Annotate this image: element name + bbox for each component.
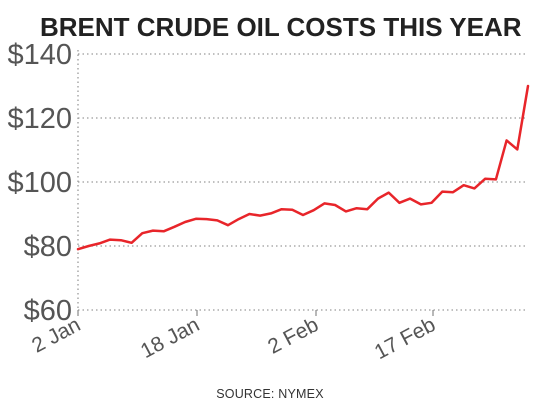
x-tick-label: 17 Feb xyxy=(371,313,440,364)
y-tick-label: $100 xyxy=(7,167,72,199)
chart-title: BRENT CRUDE OIL COSTS THIS YEAR xyxy=(40,12,522,42)
gridlines xyxy=(77,50,528,311)
y-tick-label: $80 xyxy=(24,231,72,263)
x-tick-label: 18 Jan xyxy=(137,313,203,363)
source-note: SOURCE: NYMEX xyxy=(216,387,324,401)
y-tick-label: $140 xyxy=(7,39,72,71)
y-tick-label: $60 xyxy=(24,295,72,327)
y-axis-ticks: $60 $80 $100 $120 $140 xyxy=(7,39,72,327)
y-tick-label: $120 xyxy=(7,103,72,135)
x-tick-label: 2 Feb xyxy=(264,313,322,359)
series-line-brent xyxy=(76,84,530,251)
x-axis-ticks: 2 Jan 18 Jan 2 Feb 17 Feb xyxy=(28,310,439,364)
